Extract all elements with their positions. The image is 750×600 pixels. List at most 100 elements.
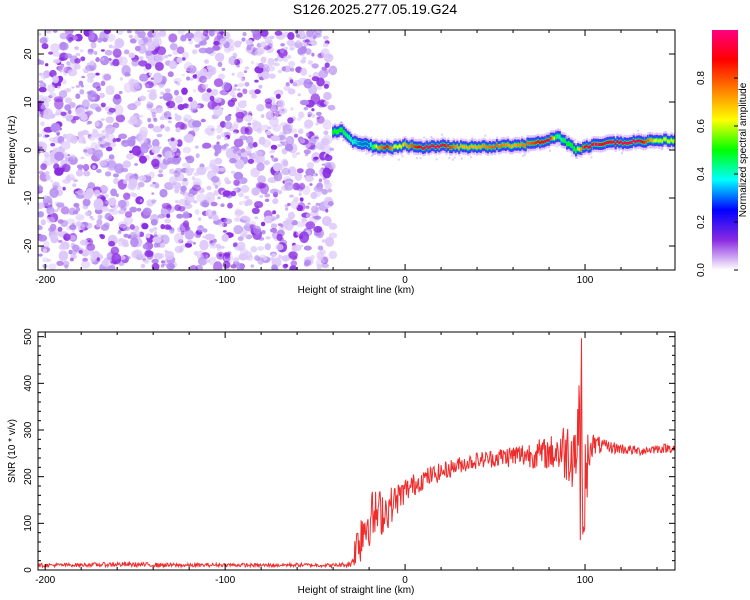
spectrogram-noise-speckle	[245, 147, 252, 154]
signal-trace-cell	[449, 146, 452, 150]
signal-trace-spread	[491, 139, 494, 142]
spectrogram-noise-speckle	[131, 207, 135, 212]
spectrogram-noise-speckle	[80, 260, 91, 269]
signal-trace-spread	[430, 135, 433, 138]
spectrogram-noise-speckle	[273, 171, 283, 182]
spectrogram-noise-speckle	[233, 217, 241, 222]
spectrogram-noise-speckle	[311, 108, 315, 112]
spectrogram-noise-speckle	[272, 198, 279, 205]
spectrogram-noise-speckle	[50, 124, 61, 132]
spectrogram-noise-speckle	[45, 63, 49, 67]
spectrogram-noise-speckle	[75, 53, 81, 57]
spectrogram-noise-speckle	[153, 118, 158, 122]
spectrogram-noise-speckle	[291, 220, 298, 226]
spectrogram-noise-speckle	[305, 132, 310, 137]
spectrogram-noise-speckle	[257, 175, 267, 184]
spectrogram-noise-speckle	[274, 57, 278, 62]
spectrogram-noise-speckle	[64, 104, 71, 111]
spectrogram-noise-speckle	[289, 194, 294, 198]
spectrogram-noise-speckle	[300, 59, 306, 64]
spectrogram-noise-speckle	[109, 142, 117, 148]
spectrogram-noise-speckle	[309, 183, 313, 186]
spectrogram-noise-speckle	[71, 86, 75, 89]
spectrogram-noise-speckle	[121, 239, 129, 246]
spectrogram-noise-speckle	[58, 90, 68, 99]
spectrogram-noise-speckle	[177, 104, 185, 111]
spectrogram-y-tick-label: 20	[23, 48, 34, 60]
spectrogram-noise-speckle	[270, 223, 278, 230]
spectrogram-noise-speckle	[40, 104, 46, 110]
spectrogram-noise-speckle	[280, 224, 284, 228]
signal-trace-cell	[497, 145, 500, 149]
signal-trace-cell	[467, 146, 470, 150]
spectrogram-noise-speckle	[194, 209, 200, 215]
spectrogram-noise-speckle	[201, 83, 209, 89]
spectrogram-noise-speckle	[325, 208, 329, 213]
signal-trace-cell	[602, 142, 605, 146]
spectrogram-noise-speckle	[145, 50, 153, 56]
spectrogram-noise-speckle	[75, 107, 86, 117]
signal-trace-spread	[412, 137, 415, 140]
spectrogram-noise-speckle	[95, 57, 100, 63]
spectrogram-noise-speckle	[61, 241, 69, 247]
spectrogram-x-axis-title: Height of straight line (km)	[298, 285, 415, 296]
spectrogram-noise-speckle	[255, 182, 265, 189]
spectrogram-noise-speckle	[247, 158, 255, 164]
spectrogram-noise-speckle	[311, 52, 315, 57]
spectrogram-noise-speckle	[116, 30, 124, 36]
spectrogram-noise-speckle	[145, 63, 152, 70]
signal-trace-cell	[382, 146, 385, 150]
signal-trace-cell	[555, 135, 558, 139]
spectrogram-noise-speckle	[87, 120, 92, 125]
spectrogram-noise-speckle	[64, 264, 69, 269]
spectrogram-noise-speckle	[310, 254, 315, 260]
signal-trace-cell	[391, 147, 394, 151]
spectrogram-noise-speckle	[292, 152, 297, 159]
spectrogram-noise-speckle	[184, 229, 195, 240]
spectrogram-noise-speckle	[145, 233, 151, 239]
spectrogram-noise-speckle	[237, 82, 245, 88]
signal-trace-cell	[627, 141, 630, 145]
signal-trace-spread	[558, 144, 560, 147]
spectrogram-noise-speckle	[45, 174, 51, 181]
spectrogram-noise-speckle	[238, 253, 248, 261]
signal-trace-cell	[456, 144, 459, 148]
signal-trace-cell	[423, 146, 427, 150]
signal-trace-cell	[539, 141, 542, 145]
spectrogram-noise-speckle	[48, 227, 54, 233]
spectrogram-noise-speckle	[167, 157, 176, 164]
signal-trace-cell	[652, 139, 655, 143]
signal-trace-cell	[492, 145, 495, 149]
spectrogram-noise-speckle	[118, 230, 122, 233]
signal-trace-cell	[488, 145, 491, 148]
spectrogram-noise-speckle	[255, 36, 260, 41]
spectrogram-noise-speckle	[214, 185, 219, 189]
spectrogram-noise-speckle	[128, 52, 136, 59]
spectrogram-y-axis-title: Frequency (Hz)	[7, 116, 18, 185]
spectrogram-noise-speckle	[299, 99, 310, 106]
spectrogram-noise-speckle	[98, 137, 103, 142]
spectrogram-noise-speckle	[233, 131, 237, 135]
signal-trace-spread	[617, 134, 620, 137]
spectrogram-noise-speckle	[192, 74, 198, 79]
spectrogram-noise-speckle	[296, 221, 306, 228]
spectrogram-noise-speckle	[284, 182, 294, 191]
spectrogram-noise-speckle	[213, 144, 222, 151]
spectrogram-noise-speckle	[166, 263, 176, 270]
spectrogram-noise-speckle	[38, 94, 45, 101]
spectrogram-noise-speckle	[251, 119, 258, 126]
spectrogram-noise-speckle	[77, 223, 86, 231]
spectrogram-noise-speckle	[314, 146, 319, 149]
signal-trace-cell	[594, 142, 597, 146]
spectrogram-noise-speckle	[62, 178, 71, 184]
spectrogram-noise-speckle	[91, 218, 95, 221]
signal-trace-cell	[422, 147, 425, 150]
spectrogram-noise-speckle	[130, 135, 137, 140]
spectrogram-noise-speckle	[204, 233, 215, 241]
signal-trace-cell	[661, 139, 664, 143]
spectrogram-noise-speckle	[160, 242, 166, 248]
spectrogram-noise-speckle	[70, 177, 76, 181]
spectrogram-noise-speckle	[137, 44, 147, 54]
spectrogram-noise-speckle	[80, 156, 85, 160]
